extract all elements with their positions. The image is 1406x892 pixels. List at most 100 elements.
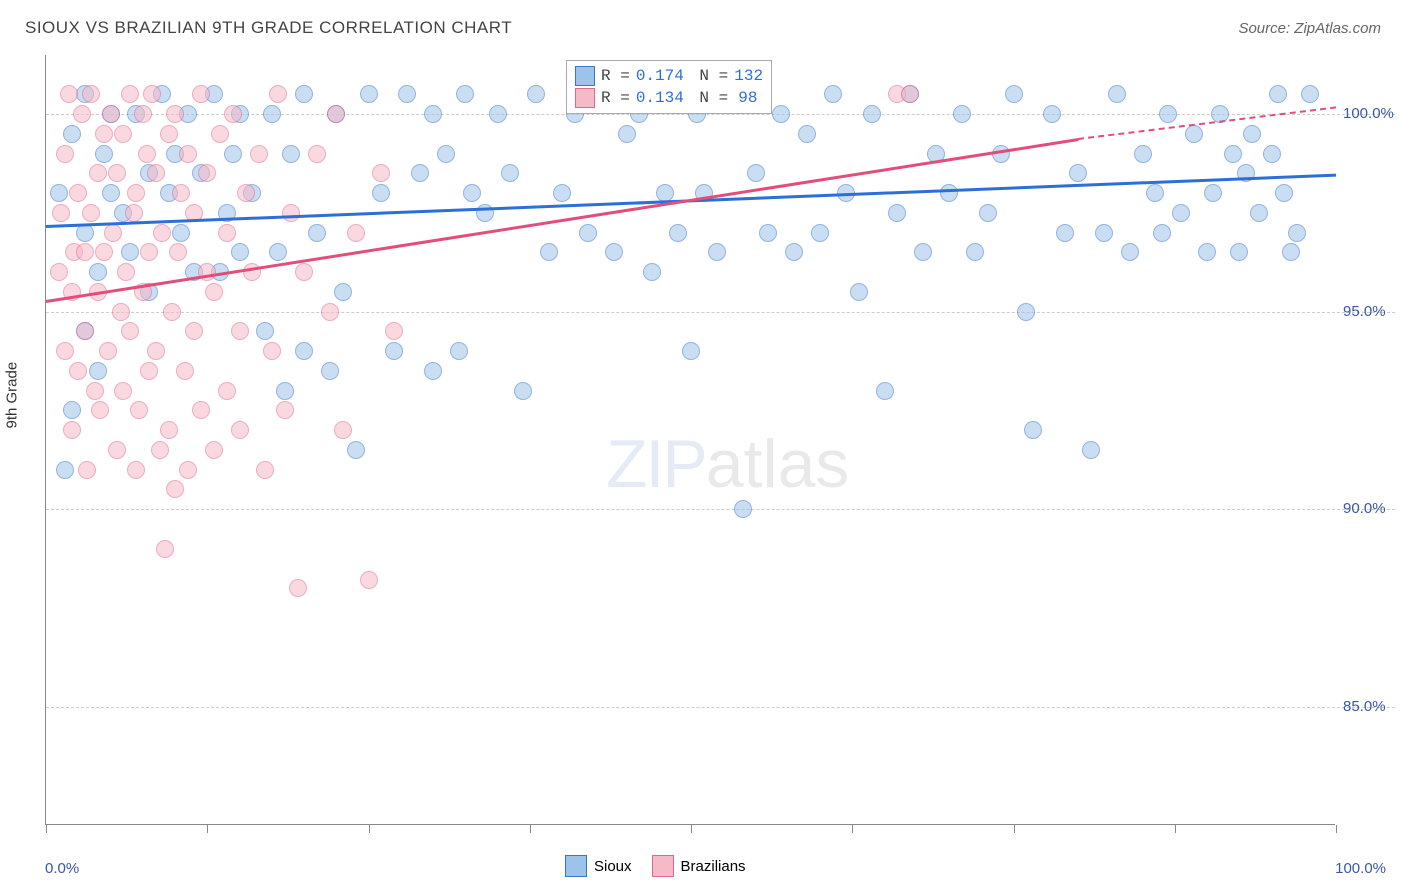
sioux-point: [95, 145, 113, 163]
sioux-point: [1269, 85, 1287, 103]
sioux-point: [1282, 243, 1300, 261]
brazilian-point: [73, 105, 91, 123]
sioux-point: [321, 362, 339, 380]
brazilian-point: [114, 125, 132, 143]
sioux-point: [1230, 243, 1248, 261]
x-tick: [691, 825, 692, 833]
x-tick: [1014, 825, 1015, 833]
brazilian-point: [50, 263, 68, 281]
sioux-point: [63, 401, 81, 419]
sioux-point: [811, 224, 829, 242]
sioux-point: [850, 283, 868, 301]
sioux-point: [579, 224, 597, 242]
sioux-point: [1146, 184, 1164, 202]
sioux-point: [643, 263, 661, 281]
sioux-point: [121, 243, 139, 261]
correlation-legend: R = 0.174 N = 132 R = 0.134 N = 98: [566, 60, 772, 114]
brazilian-point: [99, 342, 117, 360]
sioux-point: [966, 243, 984, 261]
sioux-point: [540, 243, 558, 261]
brazilian-point: [104, 224, 122, 242]
sioux-point: [172, 224, 190, 242]
sioux-point: [514, 382, 532, 400]
series-legend: Sioux Brazilians: [565, 855, 746, 877]
brazilian-point: [56, 145, 74, 163]
brazilian-point: [166, 480, 184, 498]
sioux-point: [489, 105, 507, 123]
sioux-point: [772, 105, 790, 123]
sioux-point: [1005, 85, 1023, 103]
brazilian-point: [76, 322, 94, 340]
brazilian-point: [198, 263, 216, 281]
brazilian-point: [250, 145, 268, 163]
sioux-point: [360, 85, 378, 103]
sioux-point: [785, 243, 803, 261]
sioux-point: [669, 224, 687, 242]
sioux-point: [798, 125, 816, 143]
x-tick: [530, 825, 531, 833]
brazilian-point: [176, 362, 194, 380]
brazilian-point: [179, 145, 197, 163]
sioux-point: [282, 145, 300, 163]
brazilian-point: [385, 322, 403, 340]
brazilian-point: [121, 85, 139, 103]
sioux-point: [295, 342, 313, 360]
brazilian-point: [134, 105, 152, 123]
brazilian-point: [102, 105, 120, 123]
sioux-point: [56, 461, 74, 479]
brazilian-point: [95, 243, 113, 261]
brazilian-point: [60, 85, 78, 103]
x-tick: [1175, 825, 1176, 833]
trend-line: [1078, 106, 1336, 140]
sioux-point: [953, 105, 971, 123]
y-tick-label: 95.0%: [1343, 303, 1386, 320]
brazilian-point: [140, 243, 158, 261]
brazilian-point: [127, 461, 145, 479]
sioux-point: [89, 263, 107, 281]
gridline: [46, 707, 1395, 708]
brazilian-point: [63, 421, 81, 439]
brazilian-point: [179, 461, 197, 479]
brazilian-point: [163, 303, 181, 321]
x-tick-min: 0.0%: [45, 860, 79, 877]
brazilian-point: [153, 224, 171, 242]
sioux-point: [1172, 204, 1190, 222]
sioux-point: [398, 85, 416, 103]
brazilian-point: [156, 540, 174, 558]
sioux-point: [863, 105, 881, 123]
sioux-point: [276, 382, 294, 400]
brazilian-point: [347, 224, 365, 242]
brazilian-point: [211, 125, 229, 143]
sioux-point: [450, 342, 468, 360]
brazilian-point: [198, 164, 216, 182]
sioux-point: [263, 105, 281, 123]
brazilian-point: [321, 303, 339, 321]
y-axis-label: 9th Grade: [4, 362, 21, 429]
y-tick-label: 85.0%: [1343, 698, 1386, 715]
brazilian-point: [231, 322, 249, 340]
gridline: [46, 312, 1395, 313]
brazilian-point: [192, 85, 210, 103]
sioux-point: [1288, 224, 1306, 242]
brazilian-point: [114, 382, 132, 400]
sioux-point: [979, 204, 997, 222]
sioux-point: [1121, 243, 1139, 261]
sioux-point: [1250, 204, 1268, 222]
sioux-point: [463, 184, 481, 202]
x-tick: [852, 825, 853, 833]
brazilian-point: [276, 401, 294, 419]
brazilian-point: [205, 441, 223, 459]
sioux-point: [411, 164, 429, 182]
sioux-point: [734, 500, 752, 518]
brazilian-point: [218, 382, 236, 400]
legend-item-brazilians: Brazilians: [652, 855, 746, 877]
sioux-point: [437, 145, 455, 163]
brazilian-point: [95, 125, 113, 143]
brazilian-point: [172, 184, 190, 202]
sioux-point: [308, 224, 326, 242]
sioux-point: [708, 243, 726, 261]
brazilian-point: [263, 342, 281, 360]
watermark: ZIPatlas: [606, 425, 849, 503]
sioux-point: [76, 224, 94, 242]
brazilian-point: [130, 401, 148, 419]
